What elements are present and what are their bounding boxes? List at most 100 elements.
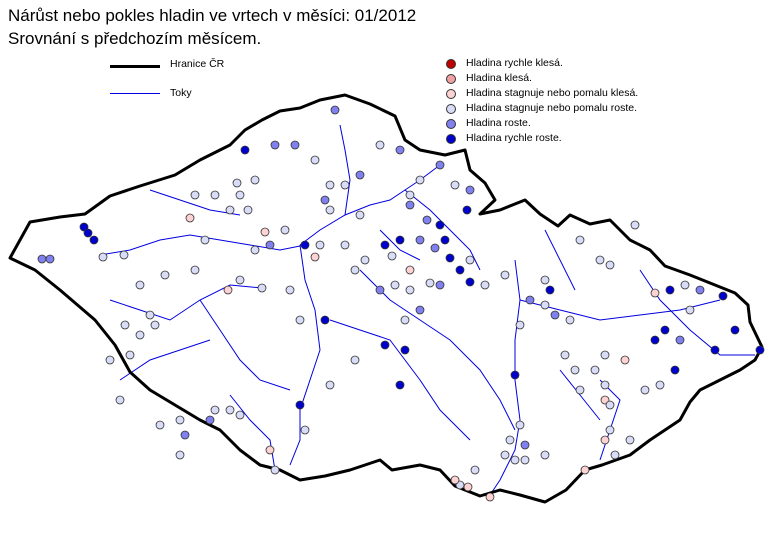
borehole-point: [680, 280, 690, 290]
borehole-point: [415, 235, 425, 245]
borehole-point: [430, 243, 440, 253]
borehole-point: [405, 190, 415, 200]
river: [379, 229, 421, 261]
borehole-point: [470, 465, 480, 475]
borehole-point: [400, 315, 410, 325]
river: [559, 369, 601, 421]
borehole-point: [320, 315, 330, 325]
borehole-point: [190, 265, 200, 275]
borehole-point: [200, 235, 210, 245]
borehole-point: [462, 205, 472, 215]
borehole-point: [665, 285, 675, 295]
legend-label: Hladina klesá.: [466, 72, 532, 84]
borehole-point: [465, 255, 475, 265]
borehole-point: [655, 380, 665, 390]
borehole-point: [135, 330, 145, 340]
river: [519, 299, 721, 321]
borehole-point: [115, 395, 125, 405]
borehole-point: [89, 235, 99, 245]
borehole-point: [300, 240, 310, 250]
country-border: [8, 93, 764, 504]
legend-border-line: [110, 65, 160, 68]
borehole-point: [135, 280, 145, 290]
borehole-point: [235, 190, 245, 200]
borehole-point: [755, 345, 765, 355]
borehole-point: [515, 320, 525, 330]
borehole-point: [340, 180, 350, 190]
river: [599, 379, 621, 461]
borehole-point: [525, 295, 535, 305]
borehole-point: [295, 315, 305, 325]
river: [404, 189, 481, 271]
borehole-point: [625, 435, 635, 445]
borehole-point: [270, 465, 280, 475]
borehole-points: [37, 105, 765, 502]
borehole-point: [235, 275, 245, 285]
legend-dot-fall: [446, 74, 456, 84]
borehole-point: [260, 227, 270, 237]
borehole-point: [295, 400, 305, 410]
borehole-point: [540, 450, 550, 460]
borehole-point: [505, 435, 515, 445]
borehole-point: [235, 410, 245, 420]
borehole-point: [98, 252, 108, 262]
borehole-point: [600, 395, 610, 405]
borehole-point: [223, 285, 233, 295]
borehole-point: [500, 450, 510, 460]
borehole-point: [520, 455, 530, 465]
map-subtitle: Srovnání s předchozím měsícem.: [8, 29, 262, 48]
borehole-point: [210, 190, 220, 200]
borehole-point: [640, 385, 650, 395]
borehole-point: [545, 285, 555, 295]
borehole-point: [435, 160, 445, 170]
borehole-point: [265, 240, 275, 250]
borehole-point: [119, 250, 129, 260]
borehole-point: [730, 325, 740, 335]
legend-dot-fast-rise: [446, 134, 456, 144]
borehole-point: [180, 430, 190, 440]
borehole-point: [175, 450, 185, 460]
borehole-point: [560, 350, 570, 360]
borehole-point: [570, 365, 580, 375]
borehole-point: [590, 365, 600, 375]
borehole-point: [395, 235, 405, 245]
borehole-point: [160, 270, 170, 280]
river: [199, 299, 291, 391]
legend-dot-stagnant-rise: [446, 104, 456, 114]
borehole-point: [515, 420, 525, 430]
legend-label: Hladina roste.: [466, 117, 531, 129]
river: [544, 229, 576, 291]
borehole-point: [325, 380, 335, 390]
borehole-point: [290, 140, 300, 150]
borehole-point: [595, 255, 605, 265]
borehole-point: [79, 222, 89, 232]
borehole-point: [605, 400, 615, 410]
borehole-point: [450, 180, 460, 190]
borehole-point: [257, 283, 267, 293]
borehole-point: [380, 340, 390, 350]
borehole-point: [350, 355, 360, 365]
borehole-point: [422, 215, 432, 225]
river: [299, 164, 441, 246]
borehole-point: [480, 280, 490, 290]
borehole-point: [405, 265, 415, 275]
borehole-point: [280, 225, 290, 235]
borehole-point: [575, 385, 585, 395]
legend-river-line: [110, 93, 160, 94]
borehole-point: [190, 190, 200, 200]
borehole-point: [240, 145, 250, 155]
borehole-point: [455, 265, 465, 275]
legend-dot-rise: [446, 119, 456, 129]
borehole-point: [285, 285, 295, 295]
borehole-point: [375, 140, 385, 150]
borehole-point: [445, 253, 455, 263]
river: [289, 244, 321, 466]
borehole-point: [465, 185, 475, 195]
map-title: Nárůst nebo pokles hladin ve vrtech v mě…: [8, 6, 417, 25]
borehole-point: [575, 235, 585, 245]
borehole-point: [340, 240, 350, 250]
borehole-point: [45, 254, 55, 264]
borehole-point: [330, 105, 340, 115]
borehole-point: [175, 415, 185, 425]
